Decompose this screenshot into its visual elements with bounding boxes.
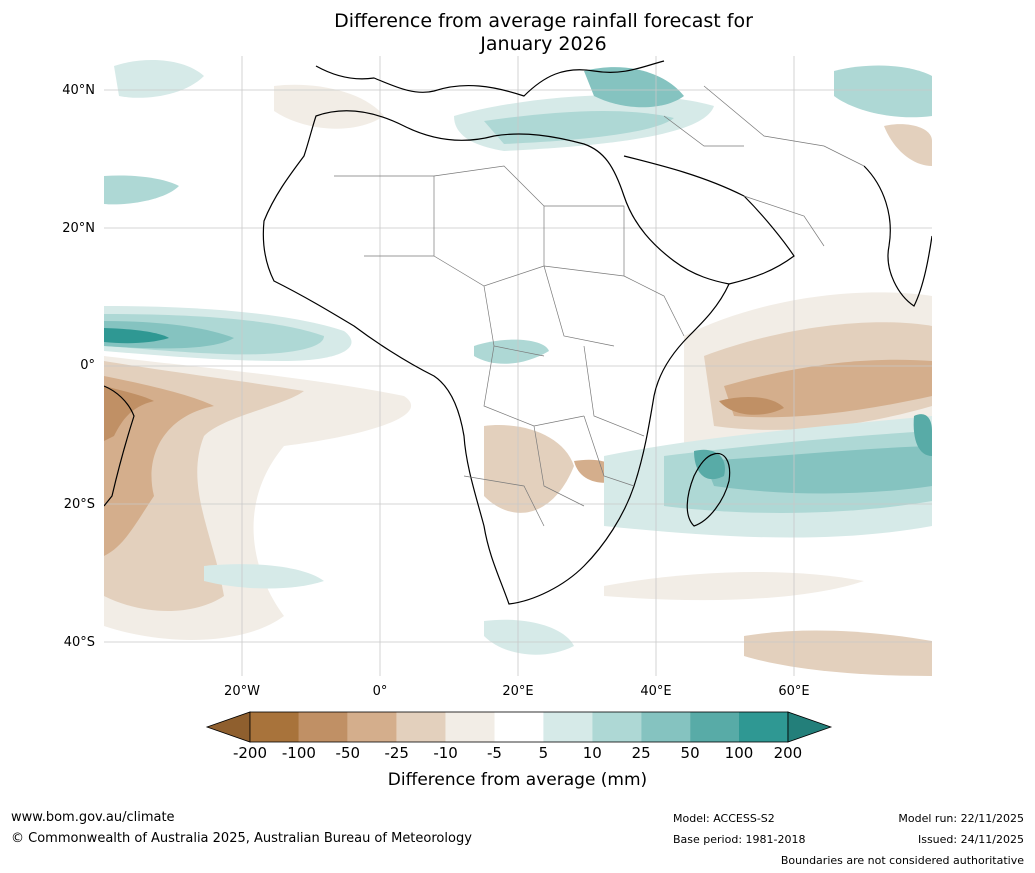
lon-label-0: 0° <box>372 684 388 699</box>
colorbar-title: Difference from average (mm) <box>387 770 648 790</box>
north-africa-dry-light <box>274 84 384 129</box>
coastlines <box>104 60 932 605</box>
indian-ocean-wet-core <box>913 414 932 456</box>
graticule <box>104 56 932 676</box>
lon-label-20e: 20°E <box>502 684 534 699</box>
equatorial-wet-core <box>104 328 169 344</box>
atlantic-dry-inner <box>104 376 214 556</box>
north-atlantic-wet <box>104 175 179 205</box>
colorbar-segment <box>494 712 544 742</box>
colorbar-tick-label: -50 <box>335 744 361 762</box>
colorbar-tick-label: 100 <box>724 744 754 762</box>
colorbar-segment <box>739 712 788 742</box>
website-link[interactable]: www.bom.gov.au/climate <box>11 810 175 825</box>
colorbar-extend-below <box>205 711 251 743</box>
colorbar-segment <box>592 712 642 742</box>
central-asia-wet <box>834 65 932 118</box>
issued-date: Issued: 24/11/2025 <box>917 833 1024 846</box>
chart-title: Difference from average rainfall forecas… <box>0 10 1035 56</box>
lon-label-20w: 20°W <box>224 684 260 699</box>
title-line-2: January 2026 <box>480 33 607 55</box>
lon-label-40e: 40°E <box>640 684 672 699</box>
colorbar-segment <box>250 712 299 742</box>
southern-africa-dry <box>484 425 574 513</box>
lat-label-0: 0° <box>80 358 95 373</box>
colorbar-tick-label: -25 <box>384 744 409 762</box>
colorbar-segment <box>690 712 739 742</box>
model-run-date: Model run: 22/11/2025 <box>898 812 1024 825</box>
south-indian-dry <box>744 630 932 676</box>
rainfall-anomaly-map <box>104 56 932 676</box>
lat-label-40s: 40°S <box>63 635 95 650</box>
colorbar-tick-label: -5 <box>487 744 502 762</box>
europe-coastline <box>315 60 665 97</box>
madagascar-coastline <box>686 452 731 527</box>
colorbar-tick-label: 200 <box>773 744 803 762</box>
boundaries-disclaimer: Boundaries are not considered authoritat… <box>780 854 1024 867</box>
colorbar-segment <box>347 712 397 742</box>
copyright-text: © Commonwealth of Australia 2025, Austra… <box>11 831 472 846</box>
madagascar-wet <box>694 449 725 480</box>
cape-wet <box>484 619 574 655</box>
med-wet-inner <box>484 110 674 144</box>
model-name: Model: ACCESS-S2 <box>673 812 775 825</box>
africa-coastline <box>262 110 730 605</box>
colorbar <box>205 711 833 743</box>
indian-ocean-dry-core <box>719 396 784 415</box>
colorbar-tick-label: 5 <box>538 744 549 762</box>
arabia-coastline <box>623 155 795 285</box>
colorbar-tick-label: 10 <box>582 744 602 762</box>
mid-south-dry <box>604 571 864 601</box>
lon-label-60e: 60°E <box>778 684 810 699</box>
central-africa-wet <box>474 339 549 364</box>
south-atlantic-wet <box>204 564 324 589</box>
colorbar-tick-label: 25 <box>631 744 651 762</box>
colorbar-tick-label: 50 <box>680 744 700 762</box>
colorbar-border <box>249 711 789 743</box>
colorbar-segment <box>298 712 348 742</box>
south-america-coastline <box>104 385 135 507</box>
lat-label-20n: 20°N <box>62 221 95 236</box>
east-med-wet <box>584 67 684 108</box>
indian-ocean-wet-inner <box>704 446 932 494</box>
india-coastline <box>863 165 932 307</box>
colorbar-tick-label: -200 <box>232 744 268 762</box>
country-borders <box>334 85 865 527</box>
lat-label-20s: 20°S <box>63 497 95 512</box>
colorbar-tick-label: -10 <box>433 744 458 762</box>
colorbar-segment <box>543 712 593 742</box>
north-atlantic-wet-top <box>114 60 204 98</box>
colorbar-segment <box>396 712 446 742</box>
map-canvas <box>104 56 932 676</box>
title-line-1: Difference from average rainfall forecas… <box>334 10 753 32</box>
colorbar-tick-label: -100 <box>281 744 316 762</box>
colorbar-segment <box>445 712 495 742</box>
atlantic-dry-core <box>104 386 154 441</box>
arabia-dry <box>884 124 932 166</box>
lat-label-40n: 40°N <box>62 83 95 98</box>
colorbar-extend-above <box>787 711 833 743</box>
colorbar-segment <box>641 712 691 742</box>
base-period: Base period: 1981-2018 <box>673 833 806 846</box>
